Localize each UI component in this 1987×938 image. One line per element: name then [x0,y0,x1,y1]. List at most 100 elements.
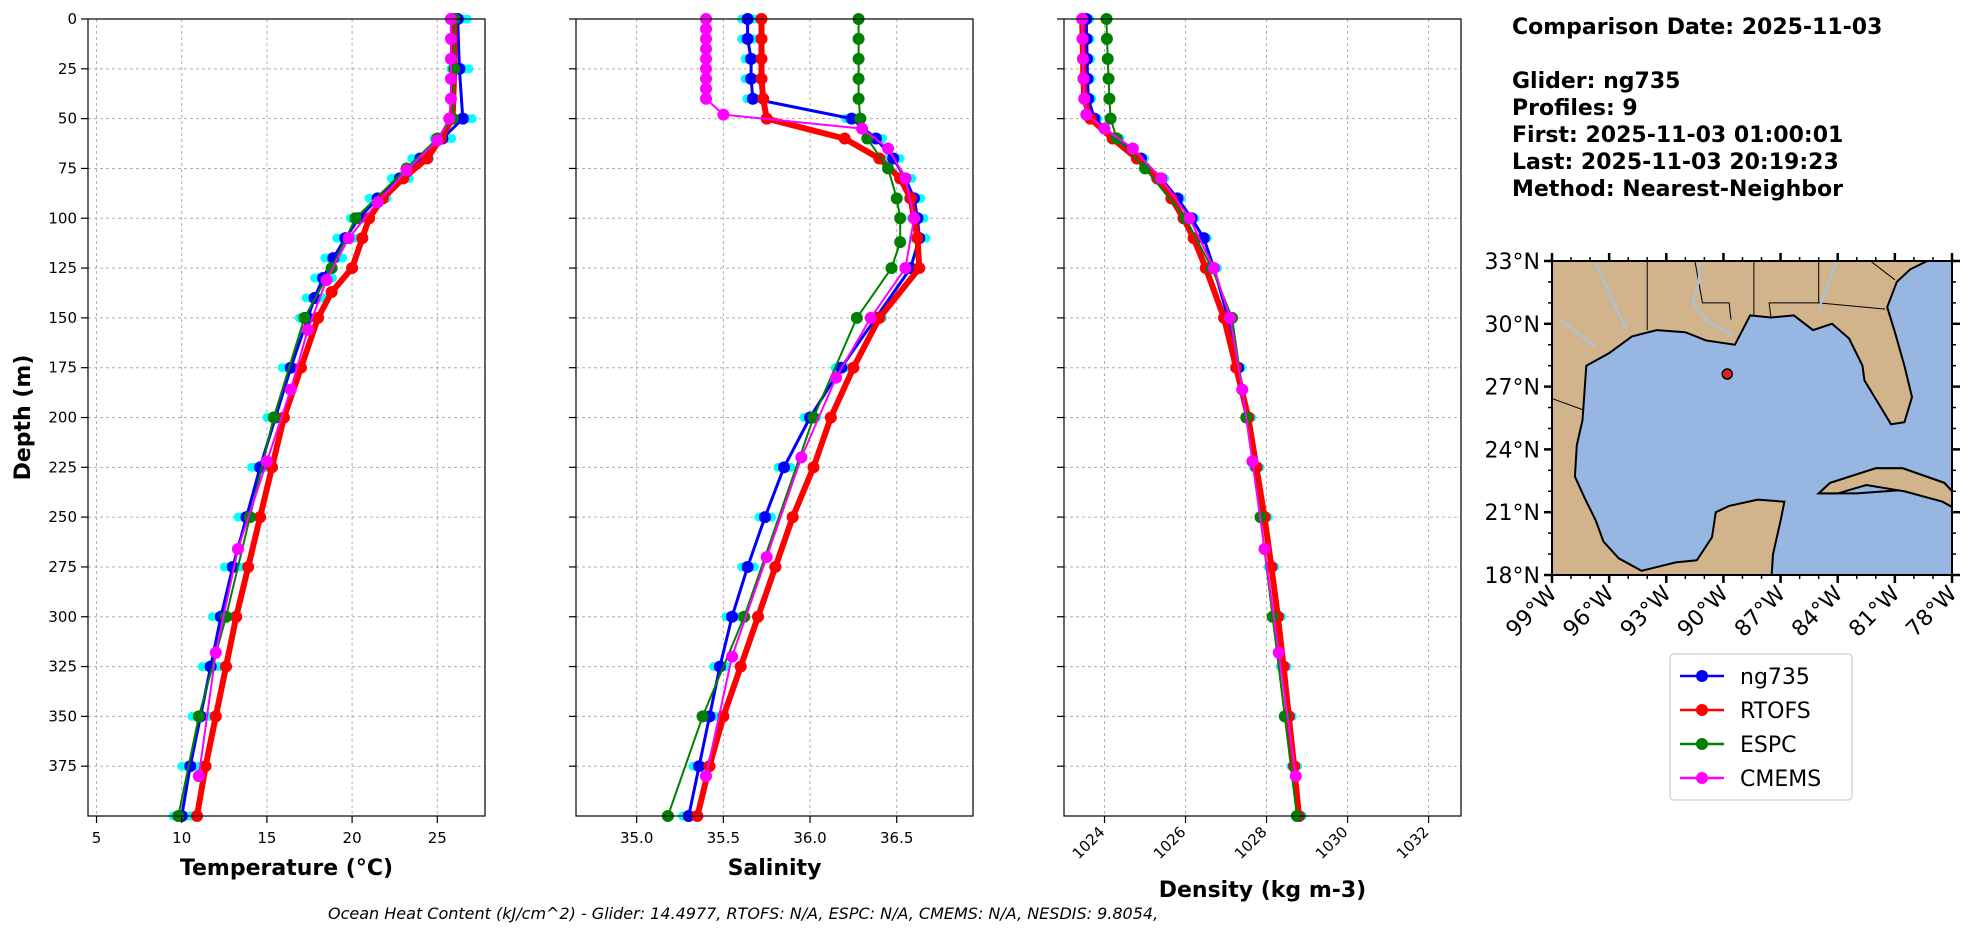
data-point-rtofs [199,760,212,773]
map-lat-label: 27°N [1485,376,1540,401]
data-point-cmems [830,371,843,384]
series-cmems [192,13,457,783]
x-tick-label: 15 [257,829,276,847]
data-point-espc [696,710,709,723]
data-point-cmems [192,770,205,783]
data-point-ng735 [693,760,706,773]
data-point-rtofs [838,132,851,145]
first-time: First: 2025-11-03 01:00:01 [1512,123,1844,148]
map-lat-label: 30°N [1485,313,1540,338]
legend-marker-ng735 [1696,670,1708,682]
data-point-espc [1139,162,1152,175]
y-tick-label: 200 [48,409,77,427]
y-tick-label: 325 [48,658,77,676]
map-lon-label: 96°W [1559,581,1620,642]
river [1558,318,1597,348]
data-point-rtofs [734,660,747,673]
series-cmems [1076,13,1302,783]
data-point-cmems [700,42,713,55]
data-point-rtofs [824,411,837,424]
series-espc [661,13,907,822]
state-border [1694,261,1732,320]
panel-0: 5 10 15 20 250255075100125150175200225250275… [11,10,486,881]
legend-box [1669,653,1853,801]
state-border [1552,397,1583,411]
y-tick-label: 125 [48,259,77,277]
y-tick-label: 350 [48,707,77,725]
data-point-cmems [1289,770,1302,783]
data-point-ng735 [741,32,754,45]
x-axis-label: Temperature (°C) [180,856,393,881]
map-lat-label: 18°N [1485,564,1540,589]
data-point-espc [192,710,205,723]
data-point-rtofs [755,72,768,85]
data-point-cmems [908,212,921,225]
data-point-cmems [700,82,713,95]
data-point-cmems [1224,311,1237,324]
data-point-cmems [400,164,413,177]
map-frame [1551,260,1953,576]
data-point-espc [854,112,867,125]
data-point-rtofs [209,710,222,723]
data-point-espc [1102,72,1115,85]
data-point-espc [852,52,865,65]
data-point-rtofs [755,52,768,65]
x-tick-label: 1030 [1312,823,1352,863]
river [1817,261,1838,310]
x-tick-label: 25 [428,829,447,847]
data-point-cmems [371,196,384,209]
data-point-cmems [726,650,739,663]
data-point-cmems [717,108,730,121]
legend-label-rtofs: RTOFS [1740,699,1811,724]
legend: ng735 RTOFS ESPC CMEMS [1669,653,1853,801]
x-axis-label: Salinity [728,856,822,881]
data-point-cmems [700,62,713,75]
data-point-rtofs [755,32,768,45]
data-point-rtofs [757,92,770,105]
data-point-rtofs [230,610,243,623]
data-point-cmems [700,22,713,35]
data-point-espc [882,162,895,175]
data-point-espc [890,192,903,205]
data-point-cmems [1080,108,1093,121]
data-point-espc [1101,52,1114,65]
data-point-cmems [760,550,773,563]
data-point-cmems [284,383,297,396]
cuba-land [1816,467,1952,509]
map-lon-label: 84°W [1787,581,1848,642]
data-point-espc [1266,610,1279,623]
data-point-ng735 [845,112,858,125]
last-time: Last: 2025-11-03 20:19:23 [1512,150,1839,175]
y-tick-label: 100 [48,209,77,227]
y-tick-label: 250 [48,508,77,526]
y-tick-label: 175 [48,359,77,377]
data-point-cmems [231,543,244,556]
data-point-cmems [342,232,355,245]
data-point-espc [894,212,907,225]
data-point-cmems [209,646,222,659]
data-point-rtofs [242,560,255,573]
data-point-ng735 [746,92,759,105]
info-spacer [1512,41,1882,68]
data-point-cmems [1207,262,1220,275]
map-lon-label: 78°W [1902,581,1963,642]
data-point-espc [850,311,863,324]
data-point-cmems [1077,72,1090,85]
data-point-cmems [320,274,333,287]
legend-marker-rtofs [1696,704,1708,716]
series-line-rtofs [194,19,458,817]
x-tick-label: 35.5 [707,829,740,847]
data-point-cmems [444,32,457,45]
y-tick-label: 75 [58,159,77,177]
data-point-rtofs [346,262,359,275]
glider-profile-point [467,114,477,124]
data-point-cmems [700,72,713,85]
data-point-cmems [1076,32,1089,45]
y-tick-label: 225 [48,458,77,476]
x-tick-label: 35.0 [620,829,653,847]
data-point-cmems [444,52,457,65]
glider-position-marker [1721,368,1733,380]
data-point-cmems [1236,383,1249,396]
